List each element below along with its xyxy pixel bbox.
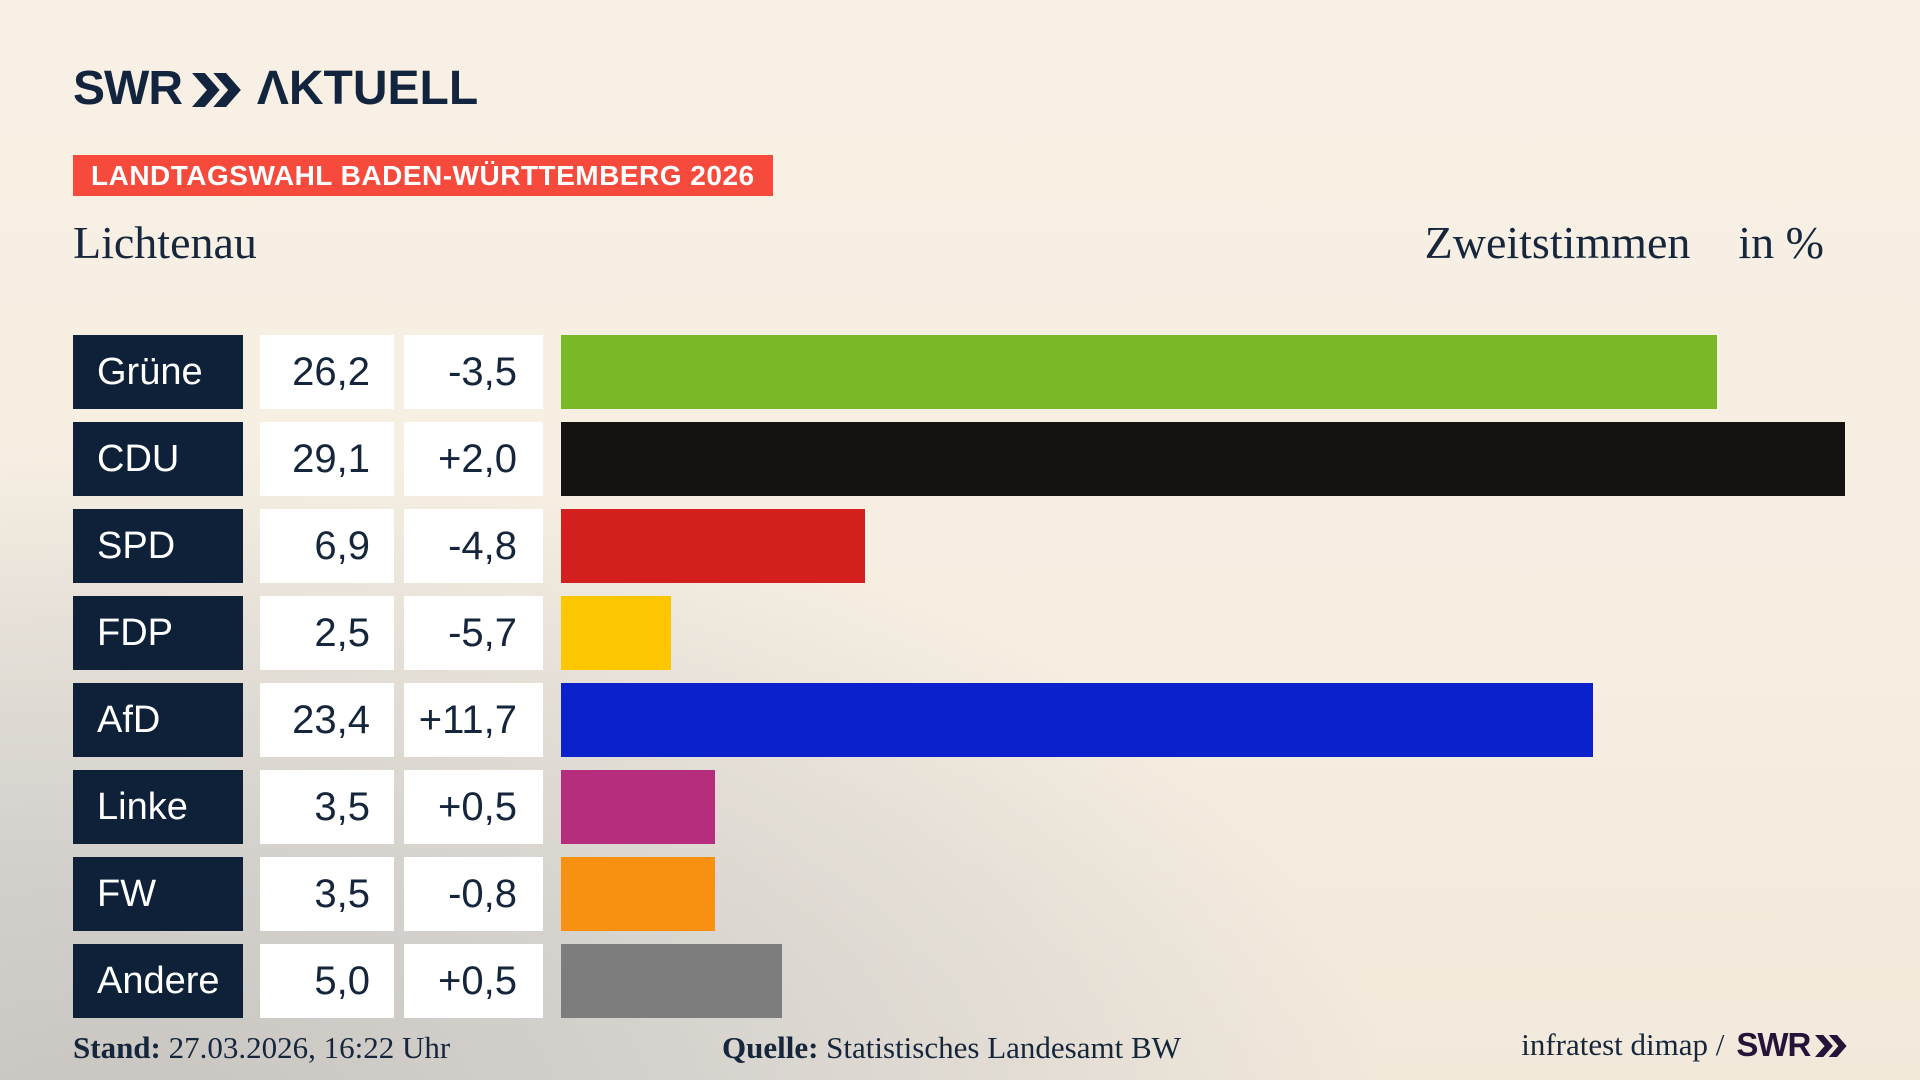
change-text: -0,8 — [448, 871, 517, 916]
swr-logo-text: SWR — [73, 62, 183, 115]
party-label-box: Grüne — [73, 335, 243, 409]
change-box: -3,5 — [404, 335, 543, 409]
value-box: 3,5 — [260, 770, 394, 844]
bar-track — [561, 596, 1845, 670]
value-box: 5,0 — [260, 944, 394, 1018]
party-name: Grüne — [97, 350, 203, 393]
change-text: +11,7 — [418, 697, 517, 742]
value-text: 3,5 — [314, 871, 370, 916]
source-label: Quelle: — [722, 1030, 819, 1065]
change-text: -3,5 — [448, 349, 517, 394]
value-box: 6,9 — [260, 509, 394, 583]
footer: Stand: 27.03.2026, 16:22 Uhr Quelle: Sta… — [0, 1026, 1920, 1072]
value-box: 23,4 — [260, 683, 394, 757]
value-box: 29,1 — [260, 422, 394, 496]
change-box: -5,7 — [404, 596, 543, 670]
measure-title: Zweitstimmen in % — [1424, 217, 1824, 269]
stand-timestamp: Stand: 27.03.2026, 16:22 Uhr — [73, 1030, 450, 1066]
source-value: Statistisches Landesamt BW — [826, 1030, 1181, 1065]
stand-label: Stand: — [73, 1030, 161, 1065]
credit: infratest dimap / SWR — [1521, 1026, 1847, 1064]
bar-track — [561, 335, 1845, 409]
change-box: -4,8 — [404, 509, 543, 583]
value-box: 2,5 — [260, 596, 394, 670]
value-text: 2,5 — [314, 610, 370, 655]
value-text: 5,0 — [314, 958, 370, 1003]
value-bar — [561, 335, 1718, 409]
bar-track — [561, 683, 1845, 757]
stand-value: 27.03.2026, 16:22 Uhr — [168, 1030, 451, 1065]
value-box: 26,2 — [260, 335, 394, 409]
chart-row: Linke 3,5 +0,5 — [0, 770, 1920, 844]
party-name: FW — [97, 872, 157, 915]
swr-aktuell-logo: SWR ΛKTUELL — [73, 62, 478, 116]
party-label-box: SPD — [73, 509, 243, 583]
chart-row: CDU 29,1 +2,0 — [0, 422, 1920, 496]
bar-track — [561, 422, 1845, 496]
municipality-title: Lichtenau — [73, 217, 257, 268]
party-label-box: Andere — [73, 944, 243, 1018]
change-text: +2,0 — [438, 436, 517, 481]
value-bar — [561, 770, 716, 844]
value-bar — [561, 944, 782, 1018]
swr-footer-logo: SWR — [1736, 1026, 1847, 1064]
value-bar — [561, 509, 866, 583]
party-name: Linke — [97, 785, 188, 828]
party-name: FDP — [97, 611, 173, 654]
data-source: Quelle: Statistisches Landesamt BW — [722, 1030, 1181, 1066]
change-box: +0,5 — [404, 944, 543, 1018]
value-bar — [561, 857, 716, 931]
party-name: Andere — [97, 959, 220, 1002]
party-label-box: FDP — [73, 596, 243, 670]
change-text: -4,8 — [448, 523, 517, 568]
change-text: +0,5 — [438, 958, 517, 1003]
value-text: 26,2 — [292, 349, 370, 394]
measure-label: Zweitstimmen — [1424, 217, 1691, 268]
change-box: -0,8 — [404, 857, 543, 931]
party-label-box: Linke — [73, 770, 243, 844]
change-box: +2,0 — [404, 422, 543, 496]
credit-text: infratest dimap / — [1521, 1027, 1725, 1062]
change-text: -5,7 — [448, 610, 517, 655]
change-box: +11,7 — [404, 683, 543, 757]
bar-track — [561, 770, 1845, 844]
change-box: +0,5 — [404, 770, 543, 844]
chart-row: SPD 6,9 -4,8 — [0, 509, 1920, 583]
value-bar — [561, 683, 1594, 757]
value-text: 6,9 — [314, 523, 370, 568]
party-name: CDU — [97, 437, 180, 480]
chart-row: Andere 5,0 +0,5 — [0, 944, 1920, 1018]
bar-track — [561, 857, 1845, 931]
swr-footer-double-chevron-icon — [1815, 1035, 1847, 1057]
party-name: SPD — [97, 524, 176, 567]
swr-footer-logo-text: SWR — [1736, 1026, 1811, 1063]
aktuell-logo-text: ΛKTUELL — [256, 62, 479, 115]
value-box: 3,5 — [260, 857, 394, 931]
value-bar — [561, 422, 1845, 496]
election-banner: LANDTAGSWAHL BADEN-WÜRTTEMBERG 2026 — [73, 155, 773, 196]
chart-row: Grüne 26,2 -3,5 — [0, 335, 1920, 409]
bar-track — [561, 944, 1845, 1018]
chart-row: FDP 2,5 -5,7 — [0, 596, 1920, 670]
unit-label: in % — [1738, 217, 1824, 268]
party-name: AfD — [97, 698, 161, 741]
value-text: 23,4 — [292, 697, 370, 742]
party-label-box: FW — [73, 857, 243, 931]
value-text: 3,5 — [314, 784, 370, 829]
bar-track — [561, 509, 1845, 583]
change-text: +0,5 — [438, 784, 517, 829]
value-bar — [561, 596, 672, 670]
value-text: 29,1 — [292, 436, 370, 481]
party-label-box: AfD — [73, 683, 243, 757]
chart-row: AfD 23,4 +11,7 — [0, 683, 1920, 757]
party-label-box: CDU — [73, 422, 243, 496]
chart-row: FW 3,5 -0,8 — [0, 857, 1920, 931]
swr-double-chevron-icon — [191, 73, 241, 107]
